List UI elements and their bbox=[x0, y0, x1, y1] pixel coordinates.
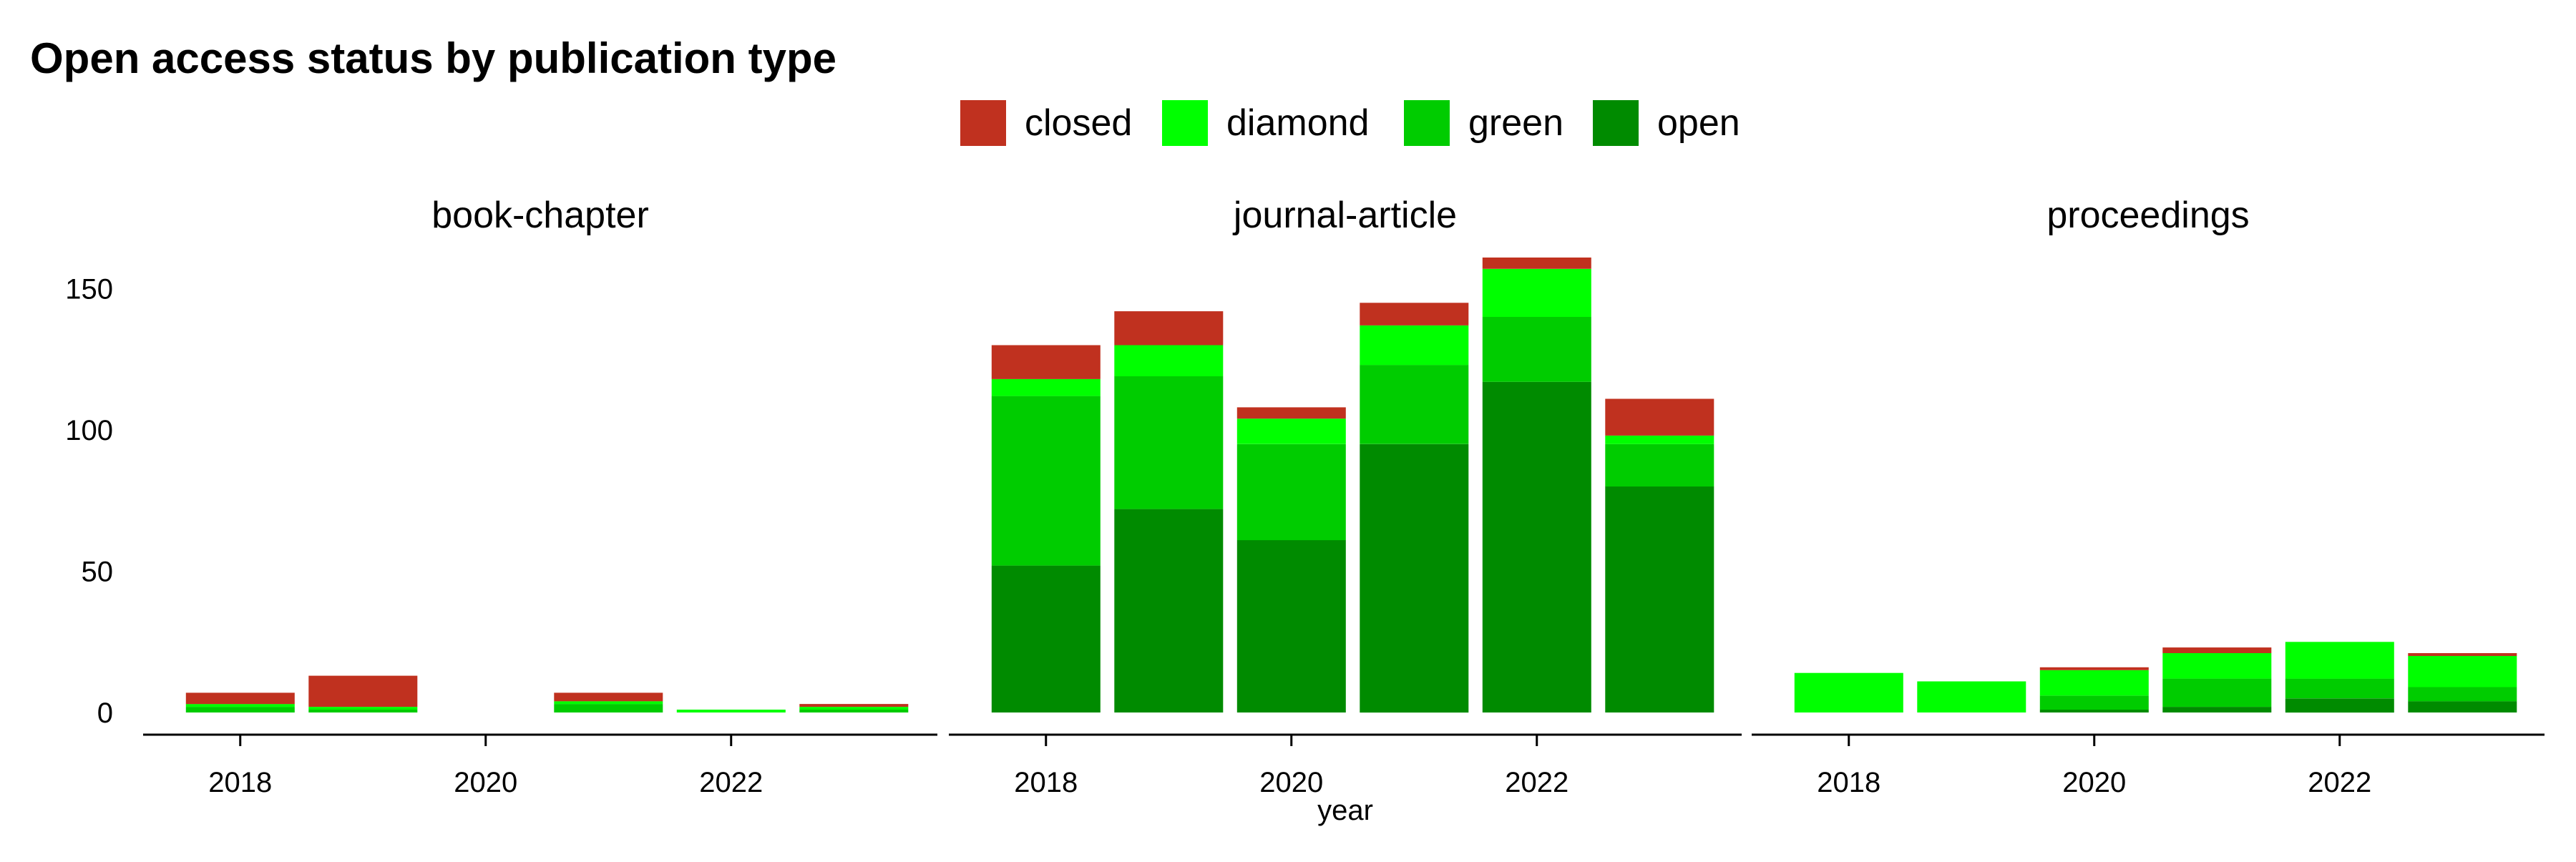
bar-journal-article-2020-closed bbox=[1236, 407, 1346, 419]
legend-label-green: green bbox=[1468, 102, 1563, 144]
x-tick-label-journal-article-2020: 2020 bbox=[1259, 767, 1323, 798]
bar-book-chapter-2023-green bbox=[799, 710, 909, 712]
bar-proceedings-2022-diamond bbox=[2285, 642, 2394, 679]
x-tick-label-book-chapter-2020: 2020 bbox=[454, 767, 517, 798]
bar-journal-article-2023-green bbox=[1605, 444, 1714, 487]
bar-proceedings-2021-green bbox=[2162, 678, 2272, 707]
legend: closed diamond green open bbox=[960, 100, 1740, 146]
bar-journal-article-2019-diamond bbox=[1114, 345, 1224, 376]
bar-book-chapter-2022-diamond bbox=[676, 710, 786, 712]
x-tick-label-journal-article-2022: 2022 bbox=[1505, 767, 1568, 798]
bar-proceedings-2021-open bbox=[2162, 707, 2272, 712]
bar-journal-article-2023-diamond bbox=[1605, 435, 1714, 444]
x-tick-label-proceedings-2018: 2018 bbox=[1817, 767, 1880, 798]
bar-journal-article-2023-open bbox=[1605, 486, 1714, 712]
bar-journal-article-2020-green bbox=[1236, 444, 1346, 541]
legend-item-diamond: diamond bbox=[1162, 100, 1369, 146]
bar-journal-article-2019-green bbox=[1114, 376, 1224, 509]
legend-swatch-diamond bbox=[1162, 100, 1208, 146]
bar-book-chapter-2019-green bbox=[308, 710, 418, 712]
bar-journal-article-2023-closed bbox=[1605, 398, 1714, 436]
legend-label-closed: closed bbox=[1025, 102, 1132, 144]
bar-proceedings-2020-diamond bbox=[2039, 670, 2149, 696]
bar-book-chapter-2021-diamond bbox=[554, 701, 663, 705]
y-tick-label-0: 0 bbox=[97, 697, 113, 729]
bar-journal-article-2018-diamond bbox=[991, 378, 1101, 396]
legend-item-closed: closed bbox=[960, 100, 1132, 146]
legend-swatch-closed bbox=[960, 100, 1006, 146]
bar-journal-article-2021-green bbox=[1360, 365, 1469, 444]
bar-book-chapter-2019-diamond bbox=[308, 707, 418, 710]
x-axis-title: year bbox=[1317, 795, 1373, 826]
bar-proceedings-2021-diamond bbox=[2162, 653, 2272, 679]
x-tick-label-book-chapter-2022: 2022 bbox=[699, 767, 763, 798]
x-tick-label-proceedings-2020: 2020 bbox=[2062, 767, 2126, 798]
bar-journal-article-2019-open bbox=[1114, 509, 1224, 712]
y-tick-label-150: 150 bbox=[65, 274, 113, 305]
facet-panels: book-chapter 2018 2020 2022 journal-article 2… bbox=[143, 195, 2545, 798]
bar-proceedings-2023-diamond bbox=[2408, 656, 2517, 687]
bar-journal-article-2021-diamond bbox=[1360, 325, 1469, 366]
y-axis: 0 50 100 150 bbox=[65, 274, 113, 730]
bar-proceedings-2020-closed bbox=[2039, 667, 2149, 670]
bar-book-chapter-2023-diamond bbox=[799, 707, 909, 710]
bar-proceedings-2022-open bbox=[2285, 698, 2394, 713]
legend-swatch-green bbox=[1404, 100, 1450, 146]
chart-title: Open access status by publication type bbox=[30, 34, 836, 82]
panel-proceedings: proceedings 2018 2020 2022 bbox=[1752, 195, 2545, 798]
facet-label-book-chapter: book-chapter bbox=[431, 195, 649, 236]
y-tick-label-100: 100 bbox=[65, 415, 113, 446]
bar-journal-article-2022-diamond bbox=[1482, 268, 1591, 317]
panel-book-chapter: book-chapter 2018 2020 2022 bbox=[143, 195, 937, 798]
bar-book-chapter-2018-green bbox=[185, 707, 295, 712]
bar-book-chapter-2018-diamond bbox=[185, 704, 295, 707]
bar-proceedings-2023-open bbox=[2408, 701, 2517, 712]
bar-proceedings-2020-open bbox=[2039, 710, 2149, 712]
bar-book-chapter-2021-green bbox=[554, 704, 663, 712]
facet-label-proceedings: proceedings bbox=[2046, 195, 2249, 236]
x-tick-label-proceedings-2022: 2022 bbox=[2308, 767, 2371, 798]
bar-book-chapter-2021-closed bbox=[554, 692, 663, 702]
bar-journal-article-2022-closed bbox=[1482, 258, 1591, 269]
facet-label-journal-article: journal-article bbox=[1232, 195, 1457, 236]
legend-label-open: open bbox=[1657, 102, 1740, 144]
bar-book-chapter-2023-closed bbox=[799, 704, 909, 707]
bar-proceedings-2021-closed bbox=[2162, 647, 2272, 653]
bar-proceedings-2023-closed bbox=[2408, 653, 2517, 656]
bar-proceedings-2022-green bbox=[2285, 678, 2394, 699]
x-tick-label-journal-article-2018: 2018 bbox=[1014, 767, 1078, 798]
bar-journal-article-2018-open bbox=[991, 565, 1101, 712]
bar-journal-article-2018-closed bbox=[991, 345, 1101, 379]
bar-journal-article-2018-green bbox=[991, 396, 1101, 566]
bar-proceedings-2019-diamond bbox=[1917, 681, 2026, 712]
y-tick-label-50: 50 bbox=[82, 557, 114, 588]
legend-item-open: open bbox=[1593, 100, 1740, 146]
legend-label-diamond: diamond bbox=[1226, 102, 1369, 144]
bar-book-chapter-2019-closed bbox=[308, 675, 418, 707]
bar-journal-article-2019-closed bbox=[1114, 311, 1224, 346]
bar-book-chapter-2018-closed bbox=[185, 692, 295, 705]
bar-proceedings-2023-green bbox=[2408, 687, 2517, 702]
bar-proceedings-2020-green bbox=[2039, 695, 2149, 710]
panel-journal-article: journal-article 2018 2020 2022 bbox=[949, 195, 1742, 798]
bar-journal-article-2021-closed bbox=[1360, 303, 1469, 325]
legend-swatch-open bbox=[1593, 100, 1639, 146]
legend-item-green: green bbox=[1404, 100, 1563, 146]
bar-proceedings-2018-diamond bbox=[1794, 672, 1903, 712]
bar-journal-article-2022-open bbox=[1482, 381, 1591, 712]
bar-journal-article-2021-open bbox=[1360, 444, 1469, 713]
bar-journal-article-2020-diamond bbox=[1236, 418, 1346, 444]
bar-journal-article-2020-open bbox=[1236, 540, 1346, 712]
x-tick-label-book-chapter-2018: 2018 bbox=[208, 767, 272, 798]
bar-journal-article-2022-green bbox=[1482, 317, 1591, 382]
